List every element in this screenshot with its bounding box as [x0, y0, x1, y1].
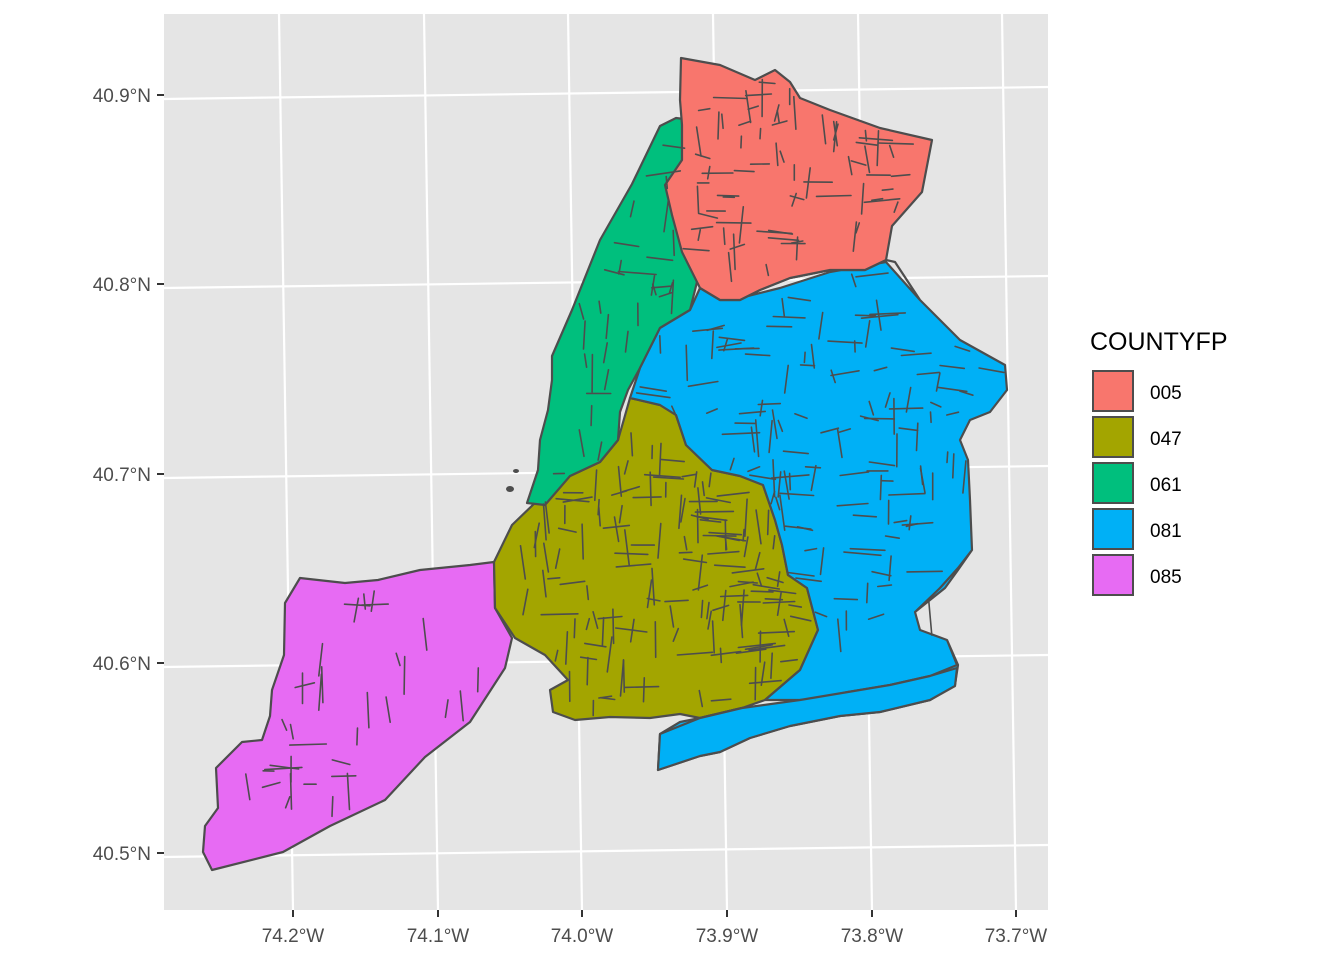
tract-boundary: [613, 609, 614, 643]
y-tick-label: 40.8°N: [93, 275, 151, 296]
tract-boundary: [548, 578, 560, 579]
legend-key-047: [1093, 417, 1133, 457]
tract-boundary: [591, 406, 592, 426]
tract-boundary: [644, 678, 645, 702]
x-tick-label: 73.7°W: [985, 926, 1048, 947]
x-tick-label: 74.0°W: [551, 926, 614, 947]
tract-boundary: [686, 345, 687, 380]
tract-boundary: [801, 365, 815, 366]
tract-boundary: [953, 454, 954, 478]
tract-boundary: [806, 467, 821, 468]
tract-boundary: [734, 171, 754, 172]
tract-boundary: [817, 196, 852, 197]
legend-label: 047: [1150, 429, 1182, 450]
tract-boundary: [721, 648, 722, 662]
tract-boundary: [332, 797, 333, 817]
tract-boundary: [768, 510, 769, 534]
x-tick-label: 73.8°W: [841, 926, 904, 947]
tract-boundary: [743, 530, 744, 541]
tract-boundary: [714, 98, 748, 99]
tract-boundary: [666, 177, 667, 189]
tract-boundary: [574, 619, 575, 638]
tract-boundary: [673, 230, 674, 255]
tract-boundary: [587, 658, 588, 685]
tract-boundary: [717, 223, 751, 224]
legend-label: 085: [1150, 567, 1182, 588]
tract-boundary: [357, 728, 358, 745]
tract-boundary: [695, 511, 733, 512]
y-tick-label: 40.6°N: [93, 654, 151, 675]
legend-key-005: [1093, 371, 1133, 411]
x-tick-label: 74.1°W: [407, 926, 470, 947]
tract-boundary: [698, 510, 699, 543]
island: [513, 469, 519, 473]
tract-boundary: [865, 131, 866, 141]
tract-boundary: [741, 136, 742, 148]
tract-boundary: [718, 112, 719, 139]
tract-boundary: [624, 687, 658, 688]
legend-key-085: [1093, 555, 1133, 595]
tract-boundary: [291, 774, 292, 809]
tract-boundary: [478, 668, 479, 692]
tract-boundary: [882, 189, 893, 190]
legend-label: 005: [1150, 383, 1182, 404]
tract-boundary: [660, 336, 661, 353]
tract-boundary: [332, 776, 356, 777]
tract-boundary: [867, 583, 868, 602]
legend-title: COUNTYFP: [1090, 328, 1228, 356]
legend-key-081: [1093, 509, 1133, 549]
tract-boundary: [633, 497, 661, 498]
legend-label: 081: [1150, 521, 1182, 542]
x-tick-label: 74.2°W: [262, 926, 325, 947]
tract-boundary: [290, 744, 327, 745]
island: [506, 486, 514, 492]
tract-boundary: [679, 552, 692, 553]
x-tick-label: 73.9°W: [696, 926, 759, 947]
tract-boundary: [582, 524, 583, 559]
tract-boundary: [767, 326, 792, 327]
tract-boundary: [880, 475, 881, 499]
tract-boundary: [878, 143, 913, 144]
y-tick-label: 40.7°N: [93, 465, 151, 486]
tract-boundary: [541, 614, 578, 615]
legend-key-061: [1093, 463, 1133, 503]
tract-boundary: [931, 412, 932, 422]
tract-boundary: [856, 315, 876, 316]
tract-boundary: [718, 195, 739, 196]
legend: COUNTYFP 005 047 061 081 085: [1090, 328, 1228, 596]
tract-boundary: [865, 418, 895, 419]
y-axis: 40.9°N 40.8°N 40.7°N 40.6°N 40.5°N: [93, 86, 164, 865]
tract-boundary: [650, 472, 651, 505]
tract-boundary: [834, 599, 857, 600]
tract-boundary: [751, 591, 773, 592]
tract-boundary: [804, 352, 805, 362]
tract-boundary: [947, 452, 948, 463]
tract-boundary: [404, 657, 405, 695]
tract-boundary: [760, 129, 761, 139]
legend-label: 061: [1150, 475, 1182, 496]
tract-boundary: [907, 571, 942, 572]
y-tick-label: 40.5°N: [93, 844, 151, 865]
x-axis: 74.2°W 74.1°W 74.0°W 73.9°W 73.8°W 73.7°W: [262, 910, 1048, 947]
y-tick-label: 40.9°N: [93, 86, 151, 107]
tract-boundary: [703, 536, 736, 537]
tract-boundary: [758, 404, 780, 405]
